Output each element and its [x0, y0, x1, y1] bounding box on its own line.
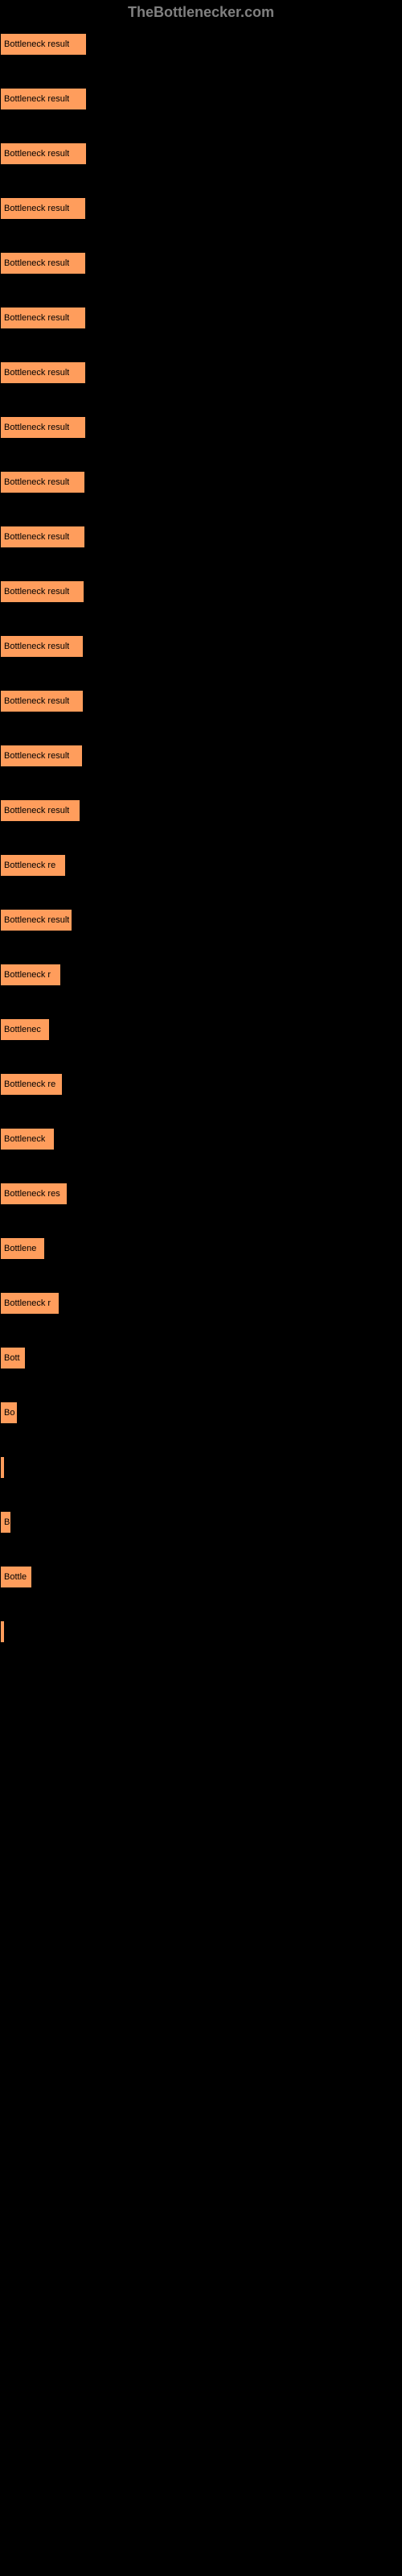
bar-label: Bo: [4, 1408, 14, 1418]
bar: Bo: [0, 1402, 18, 1424]
bar-row: Bottleneck re: [0, 1073, 402, 1097]
bar-row: Bottlene: [0, 1237, 402, 1261]
bar: Bottleneck re: [0, 1073, 63, 1096]
bar: [0, 1456, 5, 1479]
bar-label: Bottleneck result: [4, 915, 69, 925]
bar: Bottleneck: [0, 1128, 55, 1150]
bar-label: Bottlenec: [4, 1025, 41, 1034]
bar-row: B: [0, 1511, 402, 1535]
bar-label: Bottleneck result: [4, 204, 69, 213]
bar: Bottleneck result: [0, 799, 80, 822]
bar-row: Bottleneck result: [0, 252, 402, 276]
bar: Bottleneck result: [0, 88, 87, 110]
bar-row: Bottle: [0, 1566, 402, 1590]
bar-row: [0, 1620, 402, 1645]
bar: Bottleneck res: [0, 1183, 68, 1205]
bar: Bottleneck result: [0, 580, 84, 603]
bar-label: Bottleneck result: [4, 751, 69, 761]
bar-row: Bottleneck result: [0, 361, 402, 386]
bar-label: Bottleneck result: [4, 149, 69, 159]
bar-row: Bottleneck result: [0, 88, 402, 112]
bar: Bott: [0, 1347, 26, 1369]
bar-label: Bottleneck result: [4, 39, 69, 49]
bar: Bottleneck result: [0, 361, 86, 384]
bar-row: Bottleneck result: [0, 33, 402, 57]
bar-row: Bottleneck result: [0, 416, 402, 440]
bar-row: Bottleneck result: [0, 745, 402, 769]
bar-row: Bottleneck r: [0, 964, 402, 988]
bar-label: Bottleneck res: [4, 1189, 60, 1199]
bar-label: Bottleneck result: [4, 94, 69, 104]
bar-label: Bottleneck result: [4, 477, 69, 487]
bar: [0, 1620, 5, 1643]
bar-row: Bott: [0, 1347, 402, 1371]
bar-label: Bottlene: [4, 1244, 36, 1253]
bar-row: [0, 1456, 402, 1480]
bar-row: Bottleneck result: [0, 197, 402, 221]
bar-row: Bottleneck res: [0, 1183, 402, 1207]
bar: Bottleneck result: [0, 197, 86, 220]
bar: Bottleneck result: [0, 745, 83, 767]
bar-row: Bottleneck: [0, 1128, 402, 1152]
bar-label: B: [4, 1517, 10, 1527]
bar-row: Bottleneck r: [0, 1292, 402, 1316]
bar-row: Bottleneck result: [0, 471, 402, 495]
bar-label: Bottleneck result: [4, 313, 69, 323]
bar-chart: Bottleneck result Bottleneck result Bottle…: [0, 25, 402, 1683]
bar-row: Bottleneck result: [0, 142, 402, 167]
bar-label: Bottleneck: [4, 1134, 45, 1144]
bar-label: Bottleneck result: [4, 532, 69, 542]
bar: Bottleneck result: [0, 909, 72, 931]
bar-label: Bottleneck r: [4, 1298, 51, 1308]
bar-label: Bottleneck result: [4, 587, 69, 597]
bar-label: Bottleneck result: [4, 642, 69, 651]
bar: Bottlene: [0, 1237, 45, 1260]
bar: Bottleneck result: [0, 471, 85, 493]
bar: Bottleneck re: [0, 854, 66, 877]
bar: Bottleneck r: [0, 1292, 59, 1315]
bar-label: Bottleneck r: [4, 970, 51, 980]
bar-row: Bottleneck result: [0, 690, 402, 714]
bar: Bottleneck result: [0, 635, 84, 658]
bar-label: Bottleneck re: [4, 861, 55, 870]
bar-label: Bottleneck result: [4, 806, 69, 815]
bar-row: Bottleneck result: [0, 799, 402, 824]
bar-label: Bott: [4, 1353, 20, 1363]
bar-label: Bottleneck result: [4, 696, 69, 706]
bar: Bottleneck result: [0, 142, 87, 165]
bar-row: Bottleneck re: [0, 854, 402, 878]
bar-label: Bottleneck result: [4, 423, 69, 432]
bar: Bottleneck r: [0, 964, 61, 986]
header: TheBottlenecker.com: [0, 0, 402, 25]
bar-label: Bottleneck result: [4, 368, 69, 378]
bar: Bottlenec: [0, 1018, 50, 1041]
bar-row: Bottleneck result: [0, 909, 402, 933]
bar: Bottleneck result: [0, 33, 87, 56]
bar-row: Bottleneck result: [0, 526, 402, 550]
bar-label: Bottle: [4, 1572, 27, 1582]
bar: Bottleneck result: [0, 416, 86, 439]
bar-label: Bottleneck re: [4, 1080, 55, 1089]
site-title: TheBottlenecker.com: [128, 4, 274, 20]
bar-row: Bottlenec: [0, 1018, 402, 1042]
bar-row: Bottleneck result: [0, 635, 402, 659]
bar: Bottleneck result: [0, 307, 86, 329]
bar-row: Bo: [0, 1402, 402, 1426]
bar-row: Bottleneck result: [0, 307, 402, 331]
bar: Bottleneck result: [0, 690, 84, 712]
bar: Bottleneck result: [0, 526, 85, 548]
bar-label: Bottleneck result: [4, 258, 69, 268]
bar-row: Bottleneck result: [0, 580, 402, 605]
bar: Bottle: [0, 1566, 32, 1588]
bar: Bottleneck result: [0, 252, 86, 275]
bar: B: [0, 1511, 11, 1534]
